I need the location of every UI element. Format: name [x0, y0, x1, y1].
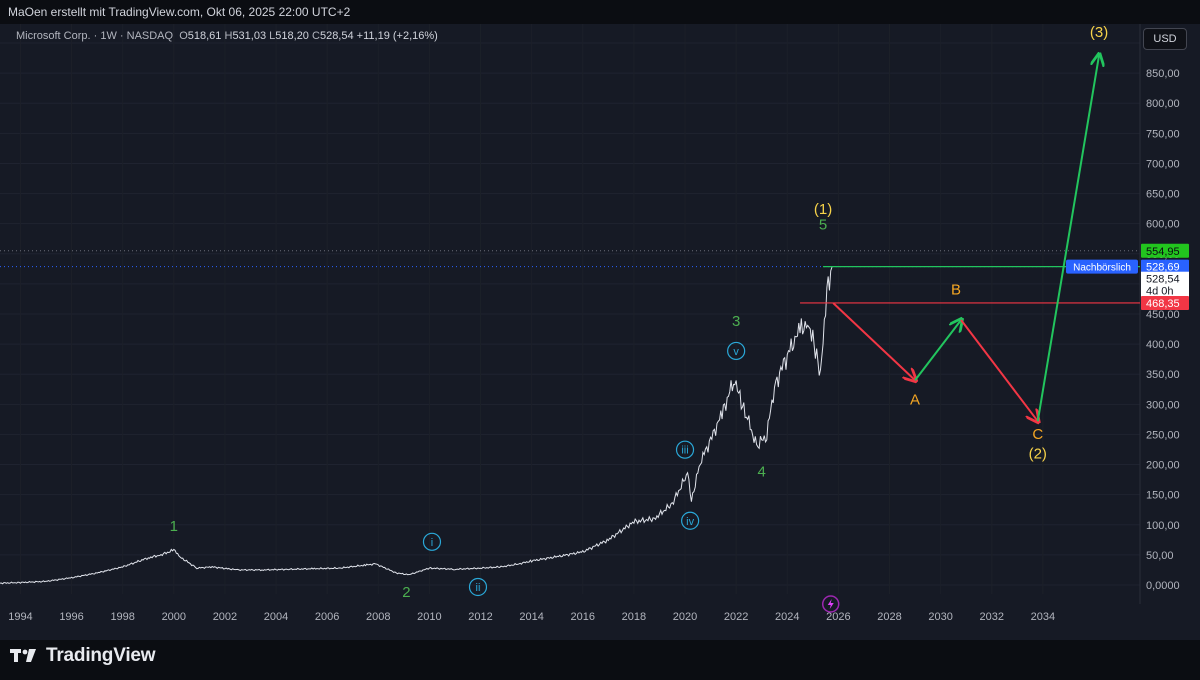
wave-label-circle: [681, 511, 700, 530]
open-value: 518,61: [187, 30, 222, 42]
wave-label: iii: [681, 445, 688, 457]
tradingview-wordmark: TradingView: [46, 645, 156, 666]
symbol-name: Microsoft Corp. · 1W · NASDAQ: [16, 30, 174, 42]
y-tick-label: 250,00: [1146, 429, 1180, 441]
price-badge-last-bg: [1141, 271, 1189, 298]
x-tick-label: 2020: [673, 611, 697, 623]
x-tick-label: 2030: [928, 611, 952, 623]
price-chart-svg[interactable]: 900,00850,00800,00750,00700,00650,00600,…: [0, 24, 1200, 640]
price-badge-countdown: 4d 0h: [1146, 286, 1174, 298]
open-label: O: [179, 30, 188, 42]
projection-arrow-green: [1036, 55, 1099, 422]
low-label: L: [269, 30, 276, 42]
currency-button[interactable]: USD: [1143, 28, 1187, 50]
price-series-line: [0, 266, 833, 585]
y-tick-label: 150,00: [1146, 490, 1180, 502]
price-badge-postmarket: 528,69: [1146, 262, 1180, 274]
x-tick-label: 2000: [162, 611, 186, 623]
y-tick-label: 300,00: [1146, 399, 1180, 411]
dividend-event-icon: [821, 595, 840, 613]
y-tick-label: 0,0000: [1146, 580, 1180, 592]
x-tick-label: 2004: [264, 611, 288, 623]
chart-area[interactable]: 900,00850,00800,00750,00700,00650,00600,…: [0, 24, 1200, 640]
x-tick-label: 2018: [622, 611, 646, 623]
y-tick-label: 650,00: [1146, 189, 1180, 201]
price-badge-last: 528,54: [1146, 274, 1180, 286]
wave-label-circle: [468, 577, 488, 597]
footer-bar: [0, 640, 1200, 680]
projection-arrow-green: [914, 320, 961, 381]
projection-arrow-red: [832, 302, 915, 380]
x-tick-label: 2026: [826, 611, 850, 623]
x-tick-label: 1994: [8, 611, 32, 623]
wave-label: B: [951, 282, 961, 299]
y-tick-label: 450,00: [1146, 309, 1180, 321]
wave-label: C: [1032, 426, 1043, 443]
wave-label: A: [910, 391, 920, 408]
y-tick-label: 200,00: [1146, 460, 1180, 472]
x-tick-label: 2008: [366, 611, 390, 623]
wave-label: i: [431, 537, 433, 549]
lightning-icon: [827, 599, 834, 609]
wave-label: ii: [476, 582, 481, 594]
wave-label: 3: [732, 313, 740, 330]
postmarket-tag-bg: [1066, 259, 1138, 274]
projection-arrow-red: [960, 319, 1038, 421]
y-tick-label: 700,00: [1146, 158, 1180, 170]
close-value: 528,54: [319, 30, 354, 42]
x-tick-label: 2028: [877, 611, 901, 623]
y-tick-label: 350,00: [1146, 369, 1180, 381]
wave-label: 2: [402, 584, 410, 601]
price-badge-low: 468,35: [1146, 298, 1180, 310]
y-tick-label: 850,00: [1146, 68, 1180, 80]
x-tick-label: 1996: [59, 611, 83, 623]
tradingview-logo[interactable]: TradingView: [10, 642, 156, 670]
change-value: +11,19 (+2,16%): [356, 30, 438, 42]
x-tick-label: 2002: [213, 611, 237, 623]
x-tick-label: 2010: [417, 611, 441, 623]
y-tick-label: 800,00: [1146, 98, 1180, 110]
wave-label: (1): [814, 201, 832, 218]
x-tick-label: 2012: [468, 611, 492, 623]
x-tick-label: 2024: [775, 611, 799, 623]
wave-label: (2): [1029, 446, 1047, 463]
high-value: 531,03: [232, 30, 267, 42]
low-value: 518,20: [275, 30, 309, 42]
price-badge-high-bg: [1141, 243, 1189, 258]
x-tick-label: 2022: [724, 611, 748, 623]
wave-label: iv: [686, 516, 694, 528]
wave-label: 5: [819, 217, 827, 234]
attribution-bar: MaOen erstellt mit TradingView.com, Okt …: [0, 0, 1200, 24]
x-tick-label: 1998: [110, 611, 134, 623]
y-tick-label: 600,00: [1146, 219, 1180, 231]
wave-label: 1: [170, 518, 178, 535]
wave-label: v: [733, 346, 739, 358]
wave-label: 4: [758, 464, 766, 481]
wave-label-circle: [727, 341, 746, 361]
y-tick-label: 400,00: [1146, 339, 1180, 351]
price-badge-postmarket-bg: [1141, 259, 1189, 274]
y-tick-label: 50,00: [1146, 550, 1174, 562]
x-tick-label: 2006: [315, 611, 339, 623]
x-tick-label: 2014: [519, 611, 543, 623]
symbol-legend: Microsoft Corp. · 1W · NASDAQ O518,61 H5…: [16, 30, 438, 42]
x-tick-label: 2016: [571, 611, 595, 623]
price-badge-low-bg: [1141, 295, 1189, 310]
wave-label-circle: [675, 440, 695, 459]
close-label: C: [312, 30, 320, 42]
high-label: H: [224, 30, 233, 42]
x-tick-label: 2034: [1031, 611, 1055, 623]
wave-label: (3): [1090, 24, 1108, 41]
y-tick-label: 750,00: [1146, 128, 1180, 140]
attribution-text: MaOen erstellt mit TradingView.com, Okt …: [8, 5, 351, 19]
postmarket-tag: Nachbörslich: [1073, 263, 1131, 274]
wave-label-circle: [422, 532, 442, 551]
y-tick-label: 100,00: [1146, 520, 1180, 532]
tradingview-logo-icon: [10, 649, 36, 662]
x-tick-label: 2032: [980, 611, 1004, 623]
price-badge-high: 554,95: [1146, 246, 1180, 258]
